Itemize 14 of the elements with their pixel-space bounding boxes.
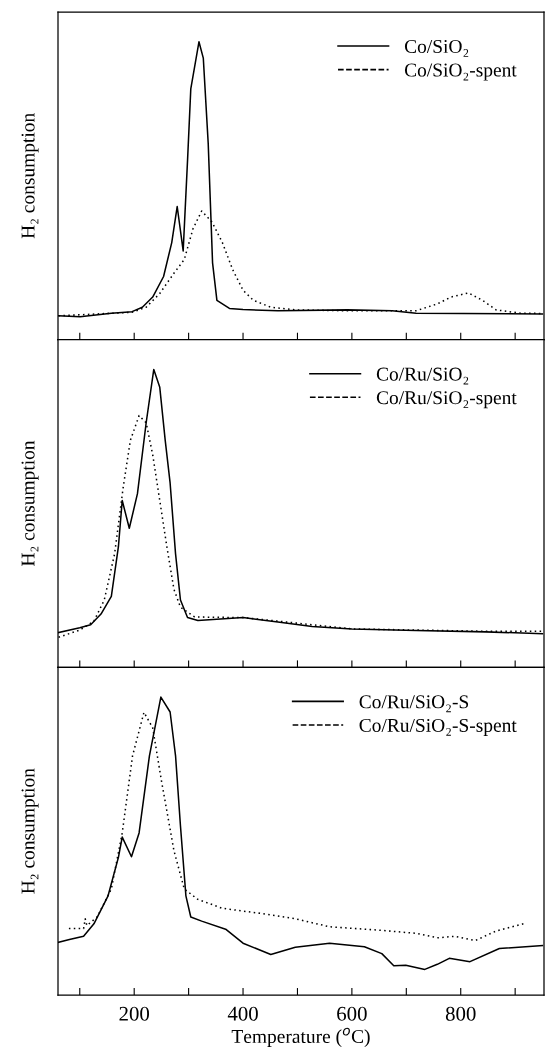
x-tick-label: 200 <box>119 1006 150 1021</box>
x-tick-label: 600 <box>337 1006 367 1021</box>
y-axis-title: H₂ consumption <box>21 440 39 567</box>
legend-label: Co/Ru/SiO₂-spent <box>376 391 517 409</box>
legend-label: Co/SiO₂-spent <box>404 63 517 81</box>
x-tick-label: 400 <box>227 1006 258 1021</box>
y-axis-title: H₂ consumption <box>21 768 39 894</box>
x-tick-label: 800 <box>445 1006 476 1021</box>
x-axis-title: Temperature ($^{o}$C) <box>231 1027 370 1047</box>
y-axis-title: H₂ consumption <box>21 113 39 239</box>
legend-label: Co/Ru/SiO₂-S <box>359 695 469 713</box>
legend-label: Co/Ru/SiO₂ <box>376 367 469 385</box>
legend-label: Co/SiO₂ <box>404 39 469 57</box>
legend-label: Co/Ru/SiO₂-S-spent <box>359 718 517 736</box>
